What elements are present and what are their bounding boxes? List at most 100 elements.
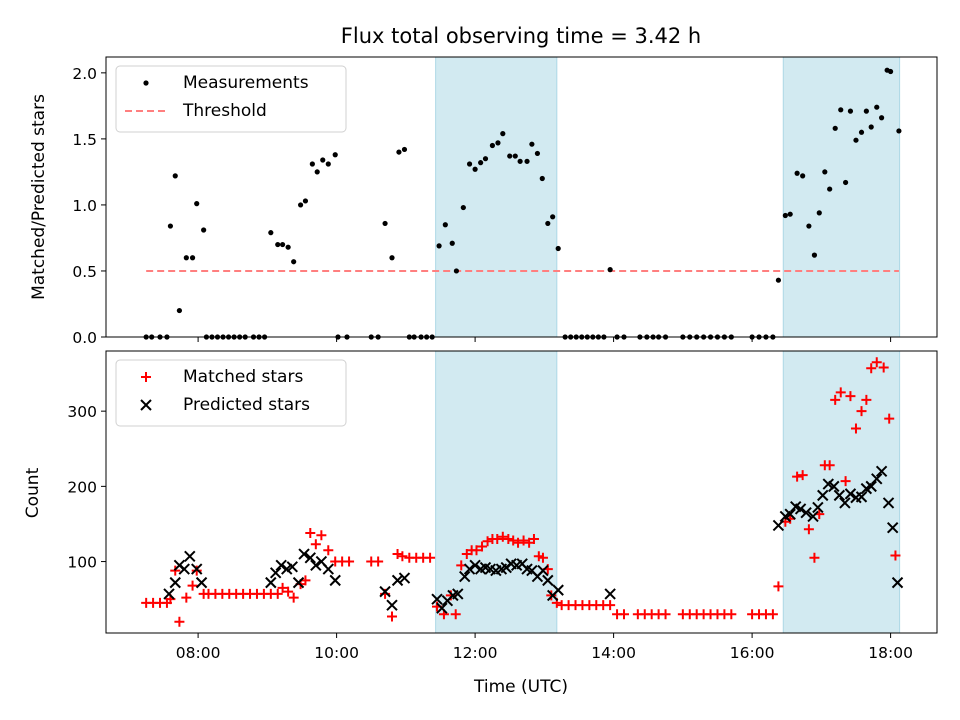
matched-star-point bbox=[824, 460, 835, 471]
matched-star-point bbox=[503, 534, 514, 544]
matched-star-point bbox=[605, 600, 616, 611]
predicted-star-point bbox=[292, 576, 305, 589]
bottom-legend-box bbox=[115, 359, 347, 427]
predicted-star-point bbox=[163, 588, 175, 600]
bottom-legend: Matched stars Predicted stars bbox=[115, 359, 347, 427]
x-tick-label: 10:00 bbox=[314, 644, 359, 662]
matched-star-point bbox=[497, 531, 508, 542]
matched-star-point bbox=[856, 406, 867, 417]
measurement-point bbox=[847, 108, 854, 114]
measurement-point bbox=[297, 202, 304, 208]
matched-star-point bbox=[450, 609, 461, 620]
matched-star-point bbox=[726, 609, 737, 620]
top-y-axis-label: Matched/Predicted stars bbox=[29, 94, 49, 300]
matched-star-point bbox=[835, 387, 846, 398]
matched-star-point bbox=[861, 394, 872, 405]
x-tick-label: 08:00 bbox=[176, 644, 221, 662]
top-y-tick-label: 0.5 bbox=[72, 263, 97, 281]
matched-star-point bbox=[181, 592, 192, 603]
measurement-point bbox=[172, 173, 178, 179]
matched-star-point bbox=[272, 588, 283, 599]
predicted-star-point bbox=[800, 506, 812, 519]
legend-predicted-marker bbox=[140, 399, 152, 411]
predicted-star-point bbox=[882, 497, 895, 509]
predicted-star-point bbox=[839, 497, 851, 509]
predicted-star-point bbox=[828, 480, 840, 493]
predicted-star-point bbox=[329, 574, 341, 587]
predicted-star-point bbox=[542, 574, 554, 587]
matched-star-point bbox=[767, 609, 778, 620]
measurement-point bbox=[507, 153, 513, 159]
matched-star-point bbox=[174, 616, 185, 627]
measurement-point bbox=[822, 169, 828, 175]
predicted-star-point bbox=[398, 572, 411, 584]
matched-star-point bbox=[773, 581, 784, 592]
measurement-point bbox=[302, 198, 309, 204]
predicted-star-point bbox=[184, 550, 196, 563]
predicted-star-point bbox=[891, 576, 904, 589]
measurement-point bbox=[389, 255, 395, 261]
matched-star-point bbox=[537, 552, 548, 563]
matched-star-point bbox=[809, 552, 820, 563]
matched-star-point bbox=[316, 530, 327, 541]
measurement-point bbox=[285, 244, 291, 250]
measurement-point bbox=[279, 241, 286, 248]
measurement-point bbox=[194, 201, 200, 207]
measurement-point bbox=[466, 161, 473, 167]
matched-star-point bbox=[845, 391, 856, 402]
predicted-star-point bbox=[817, 489, 829, 502]
bottom-y-tick-label: 300 bbox=[67, 403, 97, 421]
bottom-y-tick-label: 200 bbox=[67, 478, 97, 496]
predicted-star-point bbox=[310, 559, 322, 572]
measurement-point bbox=[794, 170, 800, 176]
measurement-point bbox=[888, 68, 894, 75]
matched-star-point bbox=[660, 609, 671, 620]
bottom-axes: 08:00 10:00 12:00 14:00 16:00 18:00 100 200 300 M… bbox=[67, 350, 938, 662]
matched-star-point bbox=[392, 549, 403, 560]
measurement-point bbox=[827, 186, 833, 192]
matched-star-point bbox=[373, 556, 384, 567]
matched-star-point bbox=[191, 565, 202, 576]
top-highlight-window-1 bbox=[782, 56, 901, 338]
matched-star-point bbox=[866, 363, 877, 374]
measurement-point bbox=[555, 245, 561, 252]
measurement-point bbox=[607, 267, 613, 273]
predicted-star-point bbox=[807, 510, 819, 523]
top-y-tick-label: 2.0 bbox=[72, 65, 97, 83]
matched-star-point bbox=[884, 413, 895, 424]
matched-star-point bbox=[830, 394, 841, 405]
measurement-point bbox=[539, 175, 545, 182]
top-axes-frame bbox=[105, 56, 938, 338]
measurement-point bbox=[524, 158, 530, 164]
predicted-star-point bbox=[391, 574, 404, 587]
predicted-star-point bbox=[871, 473, 883, 485]
top-y-tick-label: 1.5 bbox=[72, 131, 97, 149]
measurement-point bbox=[482, 156, 489, 162]
predicted-star-point bbox=[304, 552, 316, 564]
measurement-point bbox=[478, 160, 484, 166]
measurement-point bbox=[325, 161, 331, 167]
measurement-point bbox=[863, 108, 869, 114]
matched-star-point bbox=[878, 362, 889, 373]
predicted-star-point bbox=[875, 465, 888, 478]
legend-label: Matched stars bbox=[183, 367, 303, 387]
matched-star-point bbox=[508, 535, 519, 546]
matched-star-point bbox=[288, 592, 299, 603]
matched-star-point bbox=[425, 552, 436, 563]
bottom-axes-frame bbox=[105, 350, 938, 634]
measurement-point bbox=[858, 129, 865, 135]
matched-star-point bbox=[397, 551, 408, 562]
measurement-point bbox=[472, 166, 478, 172]
measurement-point bbox=[291, 259, 297, 265]
matched-star-point bbox=[797, 470, 808, 481]
top-legend-box bbox=[115, 65, 347, 133]
predicted-star-point bbox=[379, 585, 391, 598]
measurement-point bbox=[442, 222, 448, 228]
predicted-star-point bbox=[552, 584, 564, 596]
measurement-point bbox=[176, 307, 183, 314]
matched-star-point bbox=[513, 537, 524, 548]
predicted-star-point bbox=[322, 563, 335, 575]
measurement-point bbox=[460, 204, 466, 211]
bottom-highlight-window-0 bbox=[435, 350, 558, 634]
